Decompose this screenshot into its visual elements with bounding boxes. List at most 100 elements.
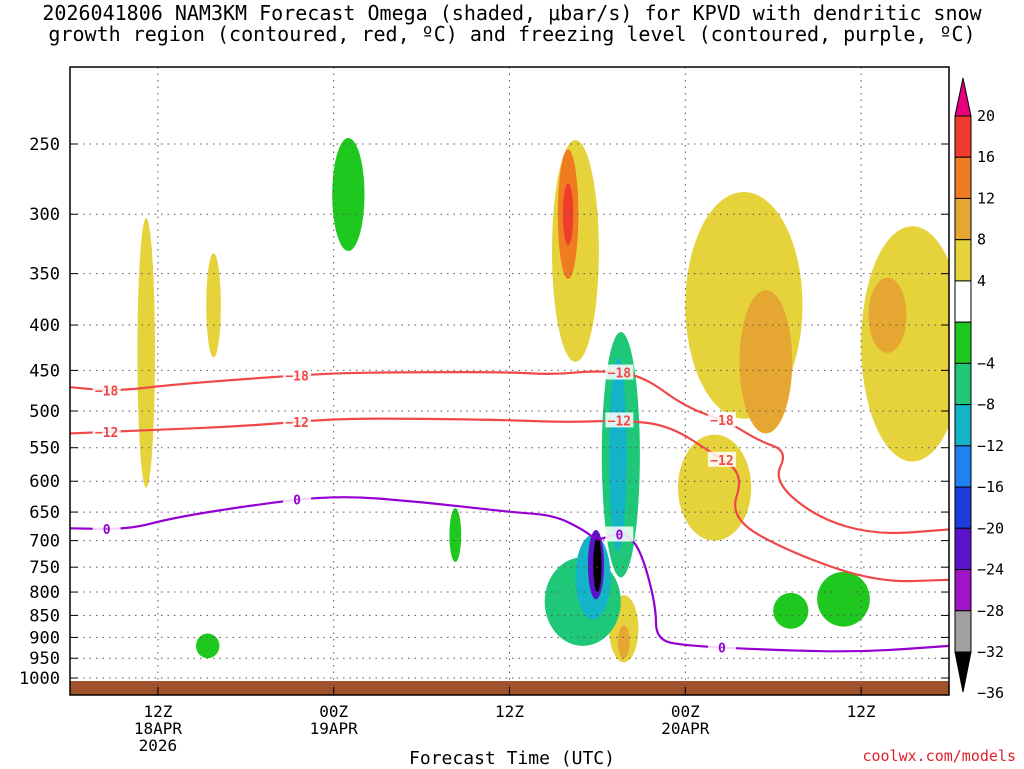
omega-region-small-negative-a xyxy=(195,633,220,659)
omega-region-right-low-positive xyxy=(677,434,752,541)
colorbar-label-1: 16 xyxy=(977,148,995,166)
y-tick-label-550: 550 xyxy=(29,439,60,459)
y-tick-label-600: 600 xyxy=(29,472,60,492)
contour-label-2-0: 0 xyxy=(103,523,111,538)
colorbar-segment-3 xyxy=(954,197,972,241)
y-tick-label-400: 400 xyxy=(29,316,60,336)
x-tick-label-6-2: 18APR xyxy=(134,719,183,738)
y-tick-label-250: 250 xyxy=(29,135,60,155)
contour-label-bg-1-3 xyxy=(707,451,736,467)
y-tick-label-800: 800 xyxy=(29,583,60,603)
x-tick-label-42-1: 00Z xyxy=(671,702,700,721)
colorbar-label-5: −4 xyxy=(977,354,995,372)
gridlines xyxy=(70,67,949,695)
x-tick-label-30-1: 12Z xyxy=(495,702,524,721)
y-tick-label-450: 450 xyxy=(29,361,60,381)
contour-label-bg-2-1 xyxy=(283,491,312,507)
colorbar-segment-8 xyxy=(954,404,972,447)
credit-link[interactable]: coolwx.com/models xyxy=(862,747,1016,765)
y-tick-label-500: 500 xyxy=(29,402,60,422)
colorbar-segment-12 xyxy=(954,569,972,612)
colorbar-segment-10 xyxy=(954,486,972,529)
colorbar-segment-13 xyxy=(954,610,972,653)
x-tick-label-6-3: 2026 xyxy=(139,736,178,755)
y-tick-label-350: 350 xyxy=(29,265,60,285)
colorbar-segment-1 xyxy=(954,115,972,158)
omega-shading xyxy=(137,138,949,663)
contour-label-bg-1-1 xyxy=(283,413,312,429)
colorbar-label-11: −28 xyxy=(977,602,1004,620)
colorbar-segment-6 xyxy=(954,321,972,364)
contour-label-1-1: −12 xyxy=(285,416,308,431)
contour-label-bg-2-3 xyxy=(707,639,736,655)
contour-label-bg-1-0 xyxy=(92,423,121,439)
colorbar-top-triangle xyxy=(954,77,972,117)
chart-title-line-2: growth region (contoured, red, ºC) and f… xyxy=(48,22,976,46)
y-tick-label-1000: 1000 xyxy=(19,669,60,689)
omega-region-left-positive xyxy=(137,218,155,488)
contour-label-bg-0-2 xyxy=(605,364,634,380)
colorbar-segment-9 xyxy=(954,445,972,488)
omega-region-small-negative-b xyxy=(449,508,462,563)
colorbar-segment-2 xyxy=(954,156,972,199)
y-tick-label-700: 700 xyxy=(29,532,60,552)
omega-region-right-negative-b xyxy=(773,592,809,629)
contour-label-bg-0-3 xyxy=(707,411,736,427)
omega-region-lower-negative-max xyxy=(593,537,602,593)
y-axis: 2503003504004505005506006507007508008509… xyxy=(19,135,949,689)
contour-label-0-3: −18 xyxy=(710,414,734,429)
colorbar-segment-5 xyxy=(954,280,972,323)
contour-label-2-2: 0 xyxy=(615,529,623,544)
contour-2 xyxy=(69,496,950,653)
temperature-contours: −18 −18 −18 −18 −12 −12 −12 −12 0 0 0 0 xyxy=(69,364,950,657)
omega-region-upper-core-max xyxy=(562,183,574,246)
colorbar-bottom-triangle xyxy=(954,651,972,693)
colorbar-label-3: 8 xyxy=(977,231,986,249)
colorbar-label-8: −16 xyxy=(977,478,1004,496)
contour-label-0-0: −18 xyxy=(95,385,119,400)
y-tick-label-850: 850 xyxy=(29,606,60,626)
omega-region-right-positive-c xyxy=(739,290,793,434)
colorbar-label-6: −8 xyxy=(977,396,995,414)
y-tick-label-300: 300 xyxy=(29,205,60,225)
colorbar-label-2: 12 xyxy=(977,189,995,207)
contour-label-2-3: 0 xyxy=(718,642,726,657)
omega-region-left-positive-b xyxy=(206,253,221,358)
omega-region-right-negative xyxy=(817,571,870,627)
contour-label-0-1: −18 xyxy=(285,369,309,384)
contour-label-bg-1-2 xyxy=(605,412,634,428)
contour-label-bg-0-0 xyxy=(92,382,121,398)
omega-region-right-positive-d xyxy=(868,277,907,353)
contour-label-1-3: −12 xyxy=(710,454,733,469)
contour-label-0-2: −18 xyxy=(608,367,632,382)
colorbar: 20 16 12 8 4 −4 −8 −12 −16 −20 −24 −28 −32 −36 xyxy=(954,77,1004,702)
colorbar-label-9: −20 xyxy=(977,519,1004,537)
contour-label-bg-2-2 xyxy=(605,526,634,542)
colorbar-label-4: 4 xyxy=(977,272,986,290)
colorbar-label-0: 20 xyxy=(977,107,995,125)
colorbar-label-7: −12 xyxy=(977,437,1004,455)
omega-region-upper-negative xyxy=(332,138,365,251)
y-tick-label-650: 650 xyxy=(29,503,60,523)
omega-region-column-negative-max xyxy=(610,444,620,518)
y-tick-label-750: 750 xyxy=(29,558,60,578)
colorbar-label-13: −36 xyxy=(977,684,1004,702)
colorbar-segment-7 xyxy=(954,362,972,406)
y-tick-label-950: 950 xyxy=(29,649,60,669)
contour-label-bg-0-1 xyxy=(283,367,312,383)
colorbar-label-10: −24 xyxy=(977,561,1004,579)
x-tick-label-54-1: 12Z xyxy=(847,702,876,721)
x-tick-label-18-1: 00Z xyxy=(319,702,348,721)
x-axis-title: Forecast Time (UTC) xyxy=(409,748,615,769)
contour-label-2-1: 0 xyxy=(293,494,301,509)
chart-title-line-1: 2026041806 NAM3KM Forecast Omega (shaded… xyxy=(42,1,982,25)
contour-0 xyxy=(69,370,950,535)
contour-label-1-2: −12 xyxy=(608,414,631,429)
x-tick-label-42-2: 20APR xyxy=(661,719,710,738)
contour-label-1-0: −12 xyxy=(95,426,118,441)
y-tick-label-900: 900 xyxy=(29,628,60,648)
x-tick-label-6-1: 12Z xyxy=(143,702,172,721)
colorbar-segment-11 xyxy=(954,527,972,571)
contour-label-bg-2-0 xyxy=(92,521,121,537)
